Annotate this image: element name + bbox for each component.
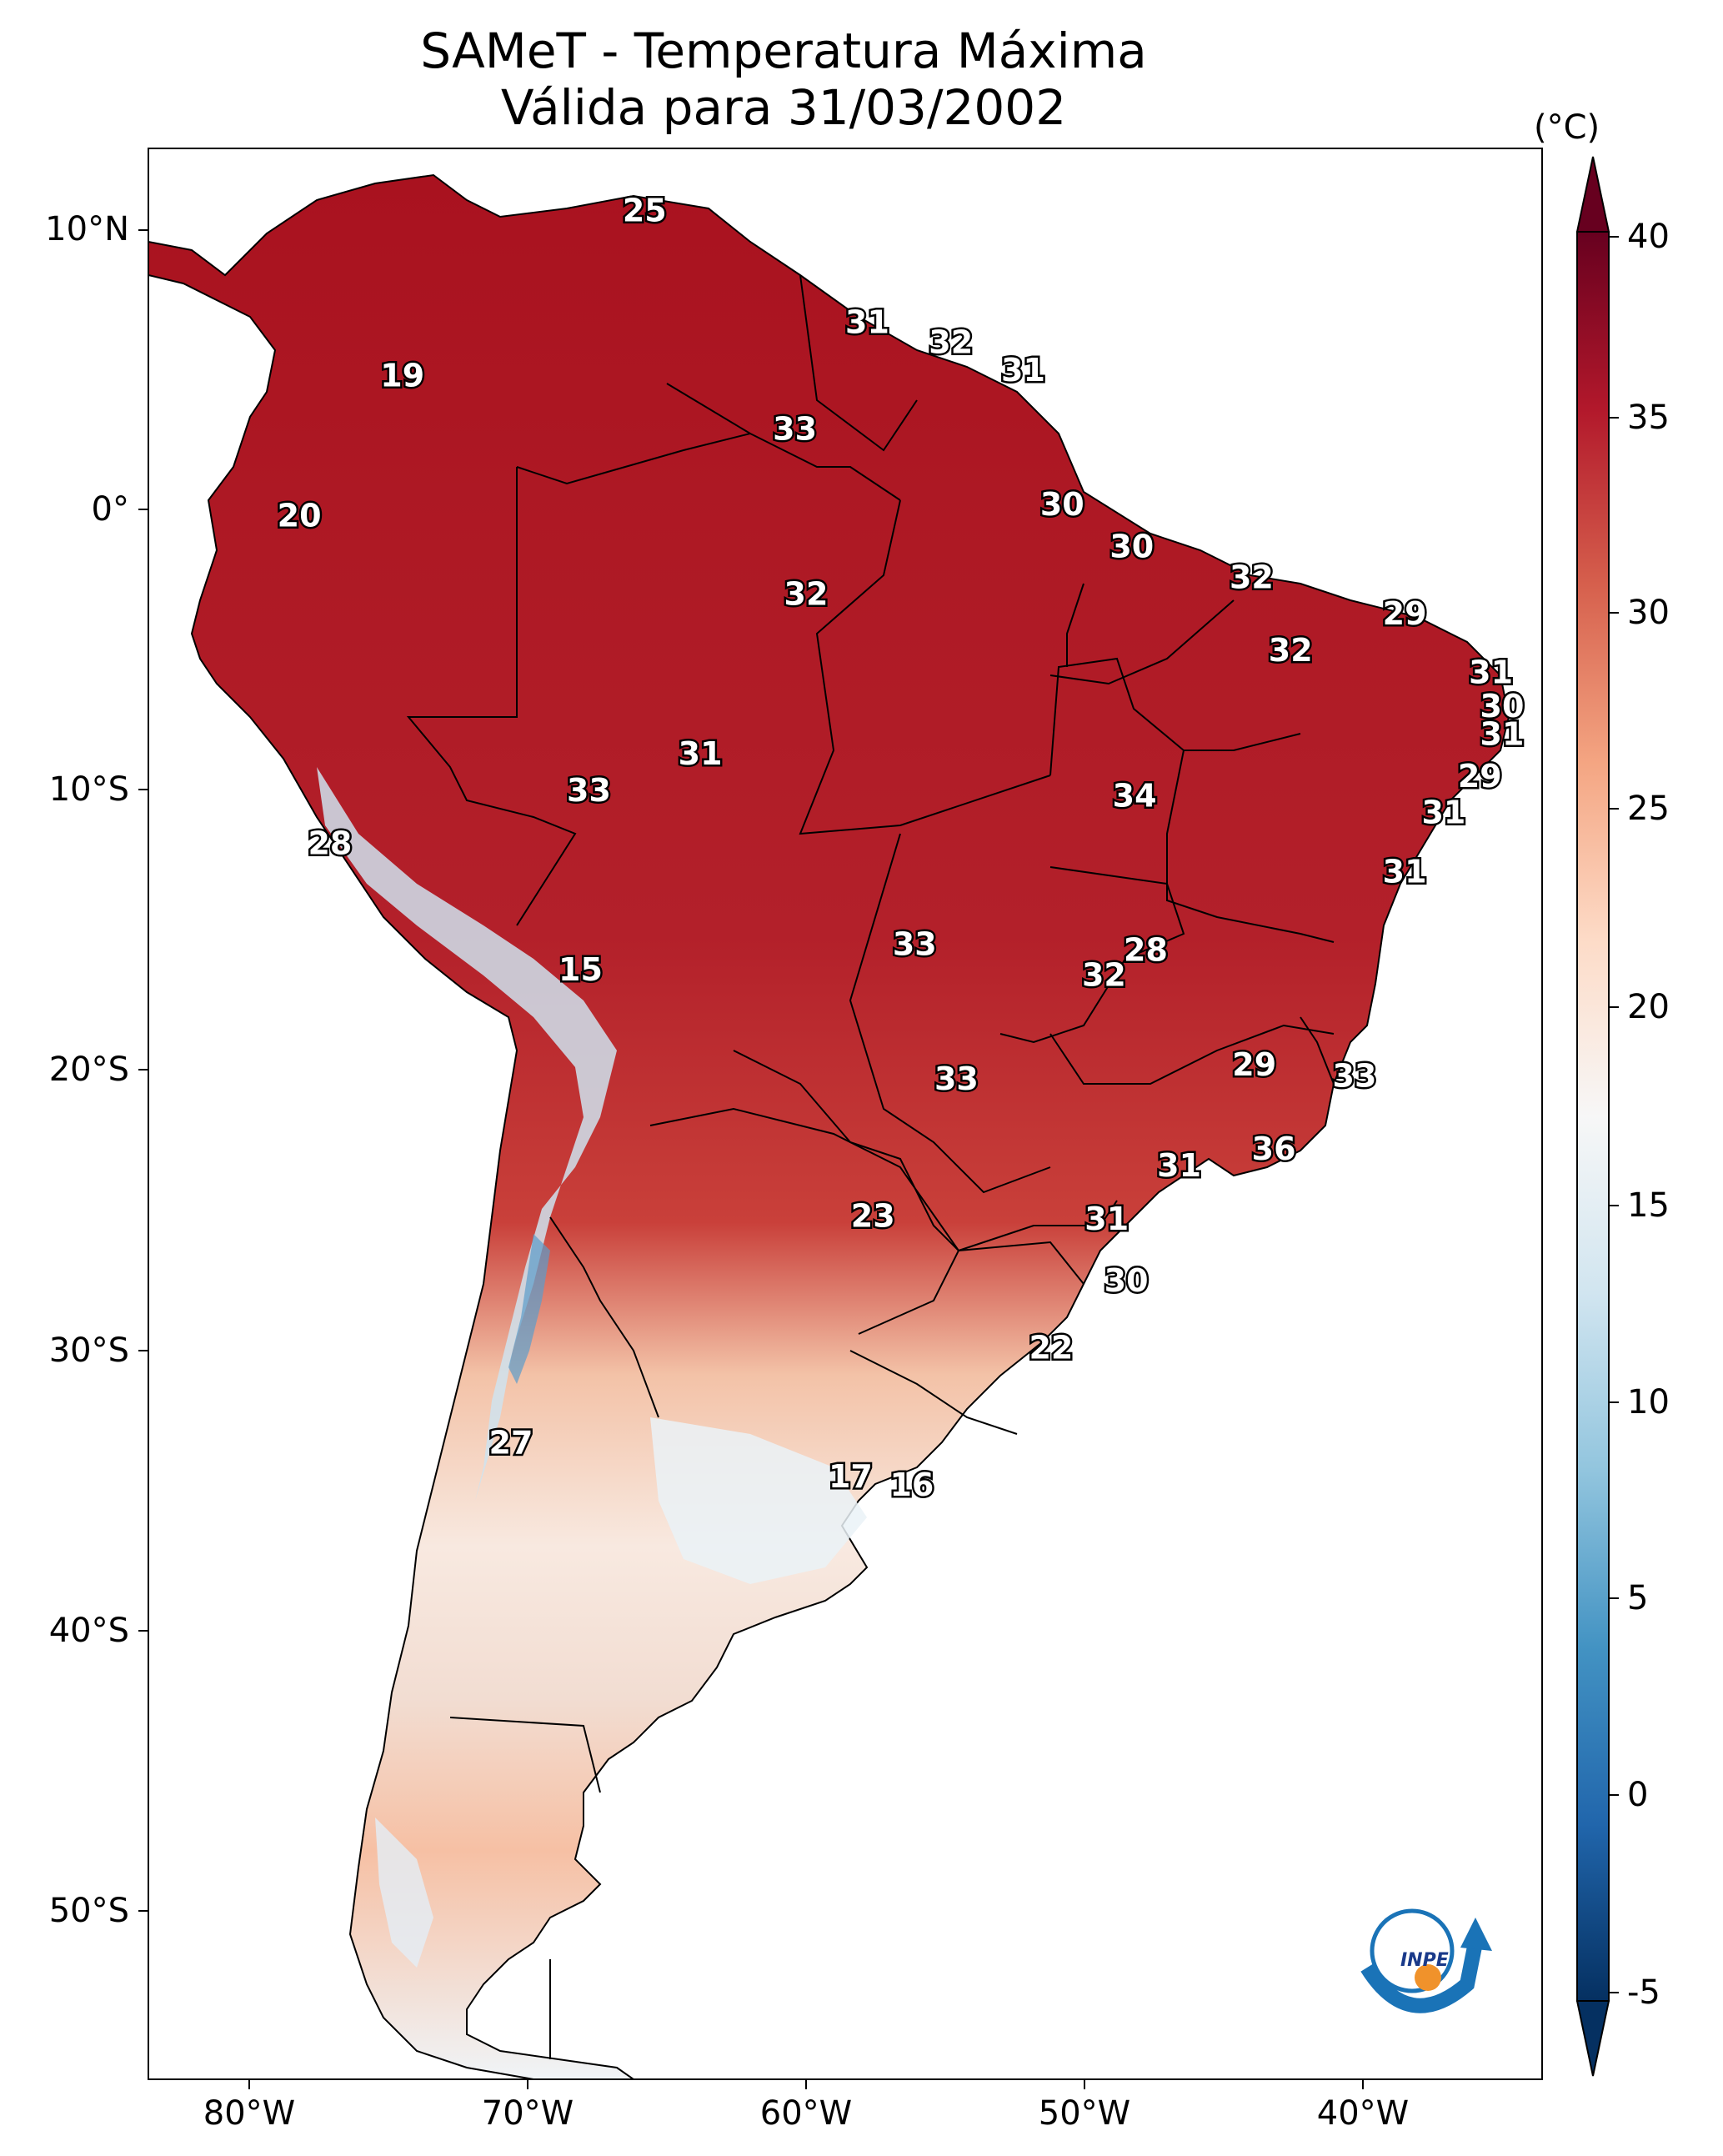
lat-label-0: 0° [91,490,129,529]
country-borders [406,274,1335,2059]
andes-blue-patch [508,1234,550,1384]
station-label: 29 [1383,595,1427,632]
station-label: 31 [1421,795,1465,831]
colorbar-label-35: 35 [1627,399,1670,437]
colorbar-label-25: 25 [1627,790,1670,828]
station-label: 30 [1040,486,1084,523]
station-label: 23 [851,1198,895,1235]
station-label: 30 [1109,529,1154,565]
station-label: 27 [489,1425,533,1462]
station-label: 16 [889,1467,934,1503]
colorbar-ticks [1609,236,1619,1993]
station-label: 32 [1269,632,1313,669]
station-label: 31 [1157,1147,1201,1184]
station-label: 28 [308,825,352,862]
station-label: 22 [1029,1330,1073,1366]
station-label: 31 [1001,352,1045,389]
colorbar [1575,156,1619,2077]
station-label: 32 [784,576,829,613]
station-label: 34 [1113,778,1157,815]
colorbar-max-arrow [1575,156,1610,233]
station-label: 31 [679,735,723,772]
lat-label-10s: 10°S [48,770,129,809]
inpe-logo-icon: INPE [1360,1908,1492,2013]
map-title-line2: Válida para 31/03/2002 [500,79,1067,136]
lon-label-40w: 40°W [1316,2094,1410,2133]
station-label: 29 [1458,758,1502,795]
colorbar-label-minus5: -5 [1627,1973,1660,2012]
lat-label-40s: 40°S [48,1612,129,1650]
station-label: 30 [1104,1262,1149,1299]
colorbar-gradient [1577,232,1609,2001]
colorbar-frame [1576,231,1610,2002]
station-label: 29 [1232,1046,1276,1083]
station-label: 25 [623,192,667,228]
station-label: 33 [893,926,937,963]
lat-label-30s: 30°S [48,1331,129,1370]
station-label: 15 [558,951,603,988]
colorbar-label-30: 30 [1627,594,1670,632]
colorbar-label-40: 40 [1627,218,1670,256]
lon-label-60w: 60°W [759,2094,853,2133]
station-label: 31 [1383,853,1427,890]
colorbar-label-15: 15 [1627,1186,1670,1225]
station-label: 36 [1252,1131,1296,1167]
inpe-logo-text: INPE [1400,1950,1449,1971]
colorbar-label-0: 0 [1627,1776,1649,1814]
south-america-land [148,173,1510,2079]
pampas-cool-patch [650,1417,867,1584]
axis-ticks [138,229,1364,2089]
lat-label-50s: 50°S [48,1892,129,1930]
andes-cool-patch [317,767,617,1501]
lat-label-20s: 20°S [48,1050,129,1089]
lat-label-10n: 10°N [45,210,129,248]
land-layer [148,173,1510,2079]
station-label: 31 [845,304,889,341]
map-frame [148,148,1543,2080]
colorbar-label-20: 20 [1627,988,1670,1026]
colorbar-label-10: 10 [1627,1383,1670,1421]
patagonia-cool-patch [375,1818,433,1968]
lon-label-70w: 70°W [481,2094,574,2133]
colorbar-label-5: 5 [1627,1579,1649,1617]
station-label: 20 [278,498,322,534]
colorbar-unit: (°C) [1534,108,1600,147]
station-label: 31 [1469,654,1513,691]
station-label: 33 [773,410,817,447]
station-label: 33 [1333,1058,1377,1095]
station-label: 31 [1480,716,1525,753]
map-title-line1: SAMeT - Temperatura Máxima [420,23,1147,79]
station-label: 30 [1480,688,1525,725]
station-label: 19 [380,358,424,394]
colorbar-min-arrow [1575,2000,1610,2077]
station-label: 32 [1230,559,1274,596]
station-label: 17 [829,1458,873,1495]
station-label: 33 [934,1060,979,1097]
station-label: 31 [1084,1201,1129,1237]
lon-label-50w: 50°W [1038,2094,1131,2133]
lon-label-80w: 80°W [203,2094,296,2133]
station-label: 33 [567,772,611,809]
station-label: 32 [1082,957,1126,994]
station-label: 32 [929,323,973,360]
station-label: 28 [1124,931,1168,968]
